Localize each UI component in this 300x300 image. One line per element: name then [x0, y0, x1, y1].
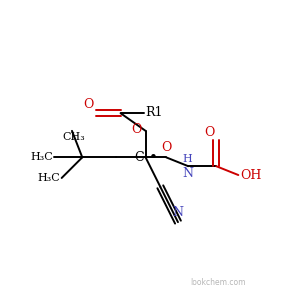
Text: •: •	[149, 151, 158, 165]
Text: R1: R1	[146, 106, 163, 119]
Text: N: N	[172, 206, 184, 219]
Text: O: O	[162, 141, 172, 154]
Text: O: O	[84, 98, 94, 111]
Text: N: N	[182, 167, 193, 180]
Text: C: C	[134, 151, 144, 164]
Text: lookchem.com: lookchem.com	[190, 278, 245, 287]
Text: OH: OH	[240, 169, 261, 182]
Text: O: O	[204, 126, 215, 139]
Text: CH₃: CH₃	[62, 132, 85, 142]
Text: O: O	[131, 123, 141, 136]
Text: H₃C: H₃C	[38, 173, 60, 183]
Text: H: H	[183, 154, 193, 164]
Text: H₃C: H₃C	[30, 152, 53, 162]
